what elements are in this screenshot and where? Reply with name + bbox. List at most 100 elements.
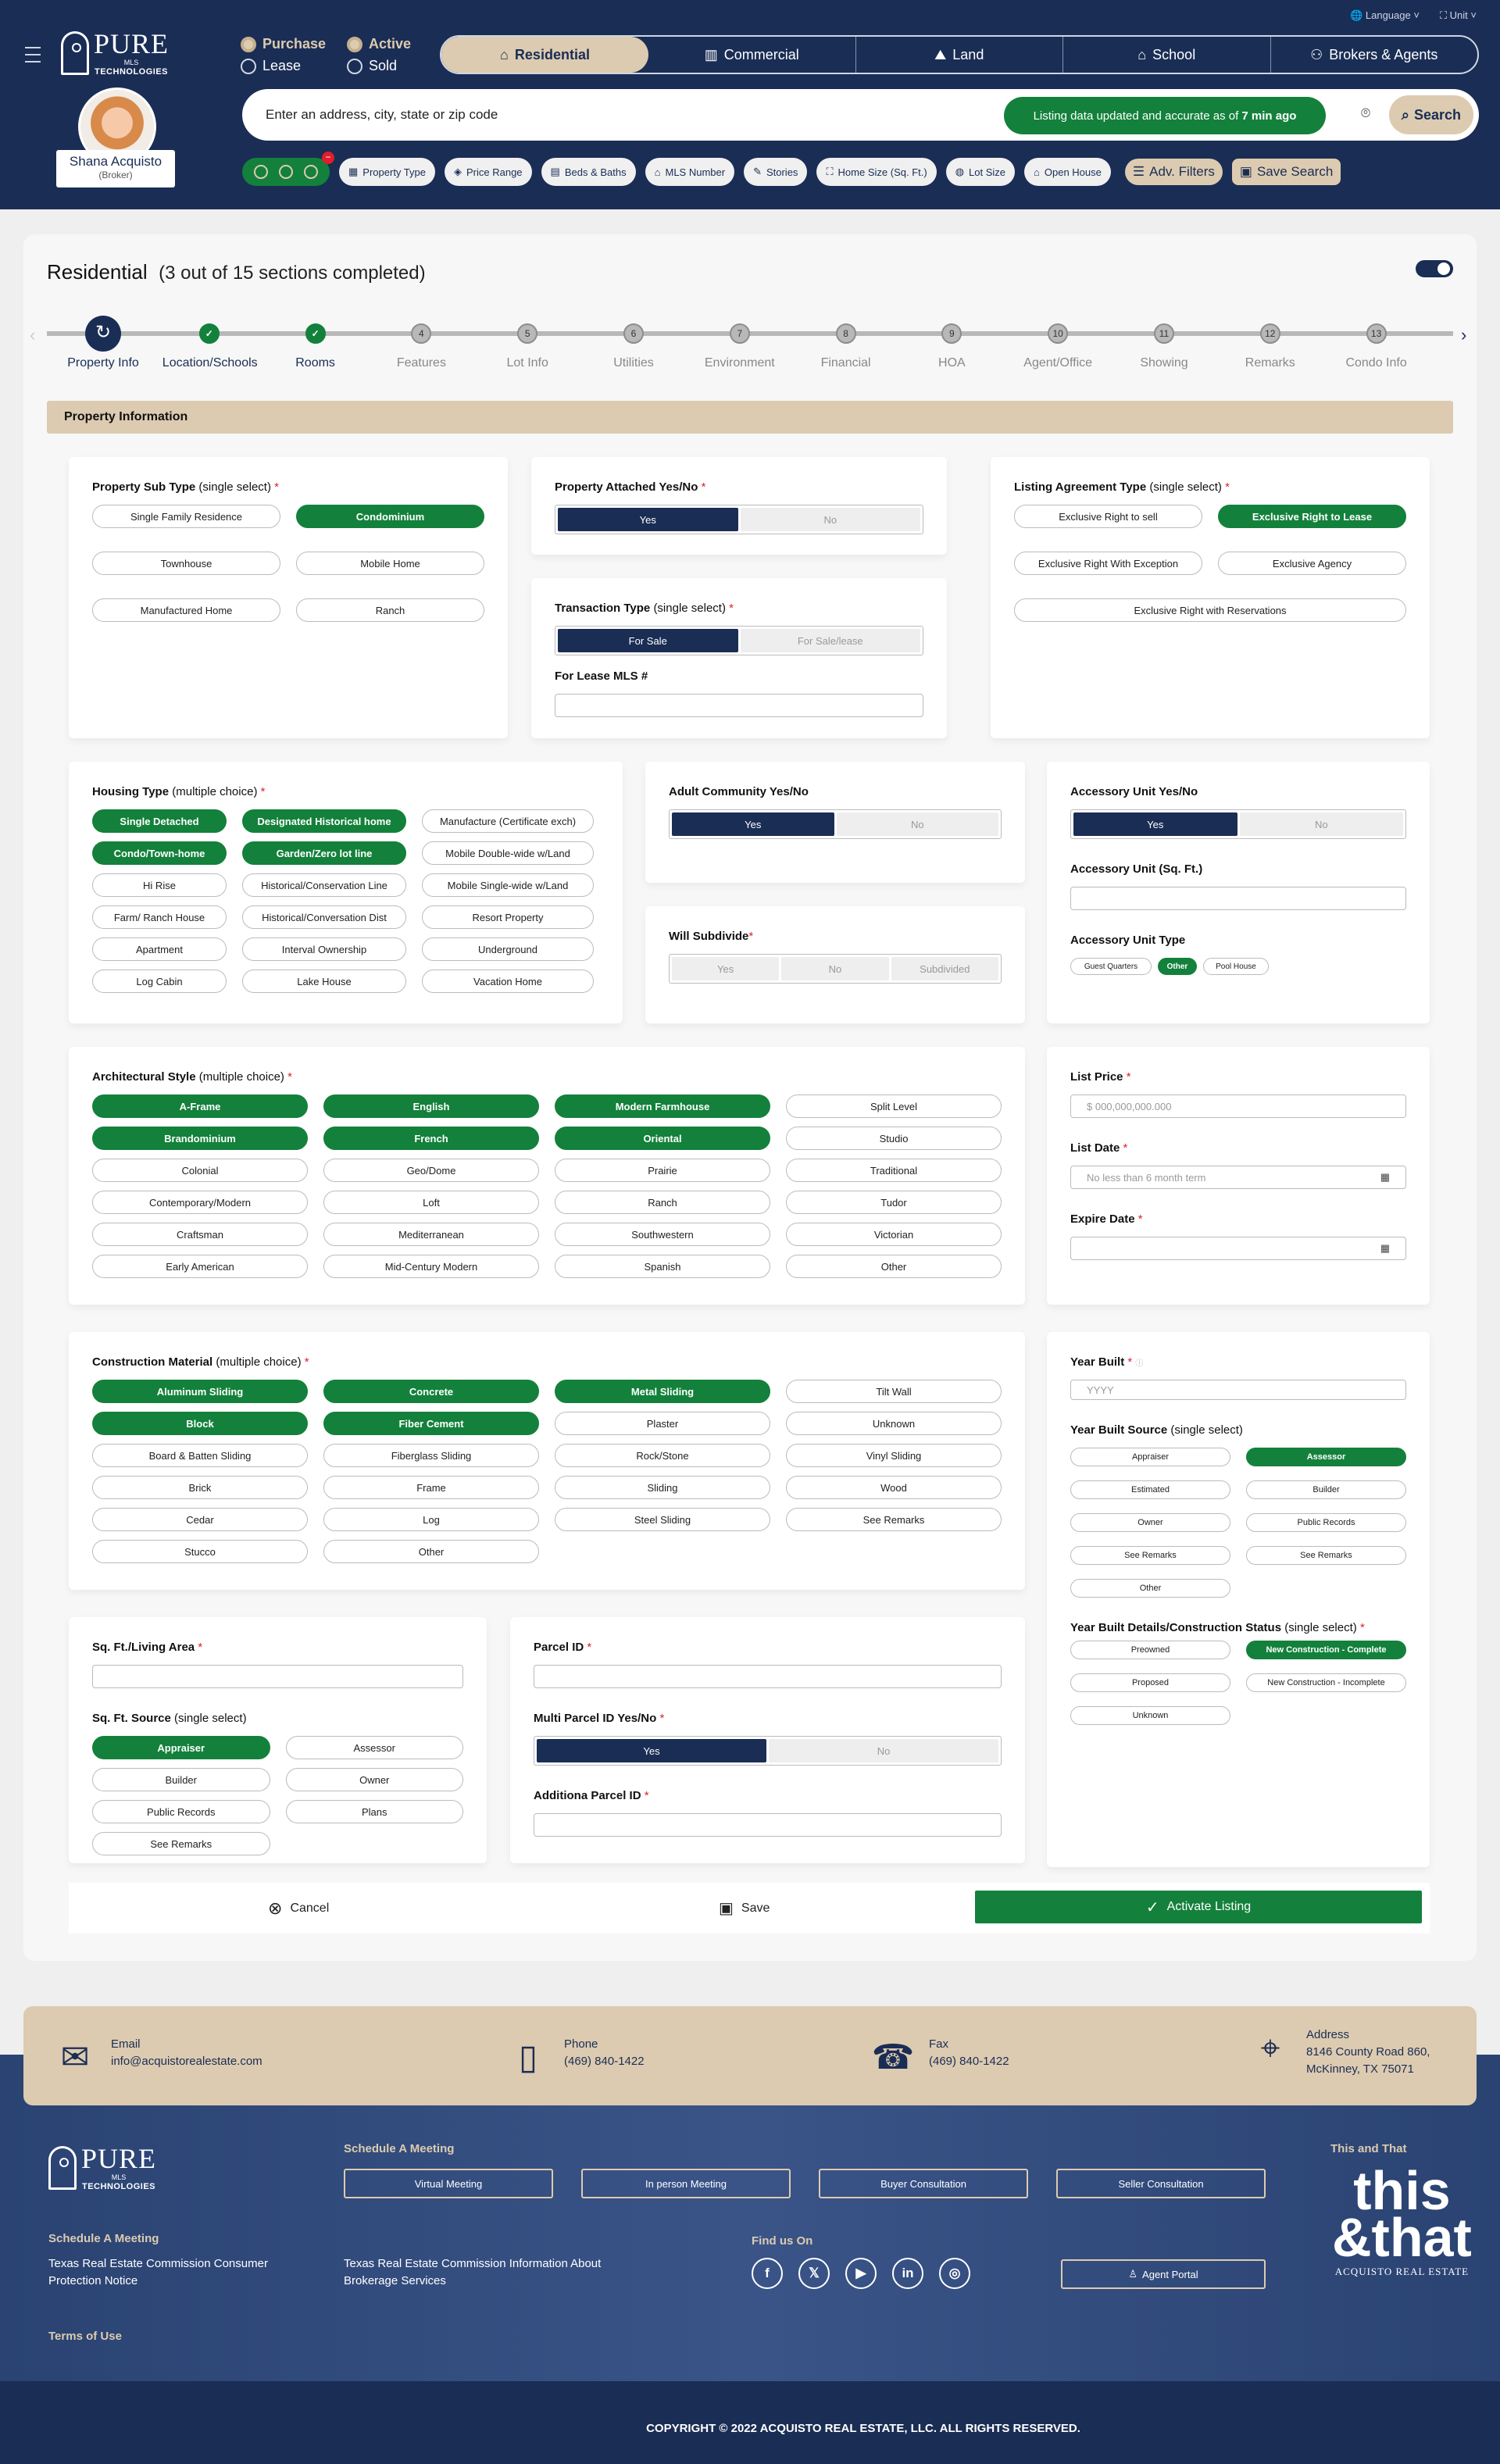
chip-option[interactable]: Rock/Stone xyxy=(555,1444,770,1467)
chip-option[interactable]: Mediterranean xyxy=(323,1223,539,1246)
chip-option[interactable]: Traditional xyxy=(786,1159,1002,1182)
sqft-input[interactable] xyxy=(92,1665,463,1688)
chip-option[interactable]: Wood xyxy=(786,1476,1002,1499)
radio-sold[interactable]: Sold xyxy=(347,58,397,74)
chip-option[interactable]: Proposed xyxy=(1070,1673,1230,1692)
x-icon[interactable]: 𝕏 xyxy=(798,2258,830,2289)
yes-option[interactable]: Yes xyxy=(672,812,834,836)
arrow-icon[interactable] xyxy=(279,165,293,179)
chip-option[interactable]: Pool House xyxy=(1203,958,1269,975)
location-pin-icon[interactable]: ⌾ xyxy=(1361,105,1370,122)
filter-mls-number[interactable]: ⌂ MLS Number xyxy=(645,158,735,186)
in-person-meeting-button[interactable]: In person Meeting xyxy=(581,2169,791,2198)
chip-option[interactable]: Mobile Home xyxy=(296,552,484,575)
remove-badge[interactable]: − xyxy=(322,152,334,164)
chip-option[interactable]: Assessor xyxy=(285,1736,463,1759)
chip-option[interactable]: Appraiser xyxy=(1070,1448,1230,1466)
radio-purchase[interactable]: Purchase xyxy=(241,36,326,52)
no-option[interactable]: No xyxy=(740,508,920,531)
chip-option[interactable]: Craftsman xyxy=(92,1223,308,1246)
chip-option[interactable]: Estimated xyxy=(1070,1480,1230,1499)
chip-option[interactable]: Single Detached xyxy=(92,809,227,833)
user-card[interactable]: Shana Acquisto (Broker) xyxy=(56,150,175,187)
expire-date-input[interactable]: ▦ xyxy=(1070,1237,1406,1260)
no-option[interactable]: No xyxy=(1239,812,1403,836)
accessory-sqft-input[interactable] xyxy=(1070,887,1406,910)
chip-option[interactable]: Farm/ Ranch House xyxy=(92,905,227,929)
chip-option[interactable]: Single Family Residence xyxy=(92,505,280,528)
chip-option[interactable]: Townhouse xyxy=(92,552,280,575)
chip-option[interactable]: Exclusive Right to Lease xyxy=(1218,505,1406,528)
filter-property-type[interactable]: ▦ Property Type xyxy=(339,158,435,186)
chip-option[interactable]: Loft xyxy=(323,1191,539,1214)
seller-consultation-button[interactable]: Seller Consultation xyxy=(1056,2169,1266,2198)
chip-option[interactable]: Garden/Zero lot line xyxy=(242,841,406,865)
step-5[interactable]: 5 Lot Info xyxy=(480,320,574,370)
chip-option[interactable]: Geo/Dome xyxy=(323,1159,539,1182)
chip-option[interactable]: Guest Quarters xyxy=(1070,958,1152,975)
contact-email[interactable]: ✉ Email info@acquistorealestate.com xyxy=(53,2036,262,2080)
chip-option[interactable]: Brick xyxy=(92,1476,308,1499)
chip-option[interactable]: Vinyl Sliding xyxy=(786,1444,1002,1467)
chip-option[interactable]: Southwestern xyxy=(555,1223,770,1246)
tab-commercial[interactable]: ▥ Commercial xyxy=(648,37,856,73)
buyer-consultation-button[interactable]: Buyer Consultation xyxy=(819,2169,1028,2198)
list-date-input[interactable]: No less than 6 month term ▦ xyxy=(1070,1166,1406,1189)
linkedin-icon[interactable]: in xyxy=(892,2258,923,2289)
facebook-icon[interactable]: f xyxy=(752,2258,783,2289)
step-12[interactable]: 12 Remarks xyxy=(1223,320,1317,370)
chip-option[interactable]: Ranch xyxy=(296,598,484,622)
lease-mls-input[interactable] xyxy=(555,694,923,717)
chip-option[interactable]: Vacation Home xyxy=(422,970,594,993)
chip-option[interactable]: Cedar xyxy=(92,1508,308,1531)
tab-school[interactable]: ⌂ School xyxy=(1063,37,1271,73)
radio-active[interactable]: Active xyxy=(347,36,411,52)
chip-option[interactable]: Condo/Town-home xyxy=(92,841,227,865)
chip-option[interactable]: Stucco xyxy=(92,1540,308,1563)
instagram-icon[interactable]: ◎ xyxy=(939,2258,970,2289)
chip-option[interactable]: Historical/Conservation Line xyxy=(242,873,406,897)
stepper-next-icon[interactable]: › xyxy=(1461,325,1467,345)
footer-pure-logo[interactable]: PURE MLS TECHNOLOGIES xyxy=(48,2144,156,2191)
additional-parcel-input[interactable] xyxy=(534,1813,1002,1837)
chip-option[interactable]: Lake House xyxy=(242,970,406,993)
filter-lot-size[interactable]: ◍ Lot Size xyxy=(945,158,1016,186)
step-10[interactable]: 10 Agent/Office xyxy=(1011,320,1105,370)
for-sale-option[interactable]: For Sale xyxy=(558,629,738,652)
contact-fax[interactable]: ☎ Fax (469) 840-1422 xyxy=(871,2036,1009,2080)
chip-option[interactable]: Log Cabin xyxy=(92,970,227,993)
chip-option[interactable]: Unknown xyxy=(786,1412,1002,1435)
radio-lease[interactable]: Lease xyxy=(241,58,301,74)
chip-option[interactable]: New Construction - Incomplete xyxy=(1246,1673,1406,1692)
step-4[interactable]: 4 Features xyxy=(374,320,468,370)
adv-filters-button[interactable]: ☰ Adv. Filters xyxy=(1124,159,1223,185)
trec-consumer-link[interactable]: Texas Real Estate Commission Consumer Pr… xyxy=(48,2257,268,2287)
this-and-that-logo[interactable]: this &that ACQUISTO REAL ESTATE xyxy=(1332,2163,1472,2277)
chip-option[interactable]: Colonial xyxy=(92,1159,308,1182)
save-button[interactable]: ▣ Save xyxy=(719,1898,770,1918)
chip-option[interactable]: Owner xyxy=(285,1768,463,1791)
step-3[interactable]: ✓ Rooms xyxy=(269,320,362,370)
quick-actions-group[interactable]: − xyxy=(242,152,334,186)
chip-option[interactable]: Log xyxy=(323,1508,539,1531)
chip-option[interactable]: Other xyxy=(1158,958,1197,975)
trec-brokerage-link[interactable]: Texas Real Estate Commission Information… xyxy=(344,2257,602,2287)
no-option[interactable]: No xyxy=(769,1739,998,1762)
activate-listing-button[interactable]: ✓ Activate Listing xyxy=(975,1891,1422,1923)
chip-option[interactable]: Board & Batten Sliding xyxy=(92,1444,308,1467)
step-6[interactable]: 6 Utilities xyxy=(587,320,680,370)
chip-option[interactable]: Prairie xyxy=(555,1159,770,1182)
step-1[interactable]: ↻ Property Info xyxy=(56,316,150,370)
chip-option[interactable]: Aluminum Sliding xyxy=(92,1380,308,1403)
filter-stories[interactable]: ✎ Stories xyxy=(744,158,808,186)
chip-option[interactable]: See Remarks xyxy=(786,1508,1002,1531)
info-icon[interactable]: ⓘ xyxy=(1135,1359,1144,1368)
chip-option[interactable]: English xyxy=(323,1095,539,1118)
chip-option[interactable]: See Remarks xyxy=(1246,1546,1406,1565)
chip-option[interactable]: New Construction - Complete xyxy=(1246,1641,1406,1659)
step-8[interactable]: 8 Financial xyxy=(799,320,893,370)
chip-option[interactable]: Fiber Cement xyxy=(323,1412,539,1435)
calendar-icon[interactable]: ▦ xyxy=(1380,1171,1390,1183)
chip-option[interactable]: Unknown xyxy=(1070,1706,1230,1725)
chip-option[interactable]: Fiberglass Sliding xyxy=(323,1444,539,1467)
